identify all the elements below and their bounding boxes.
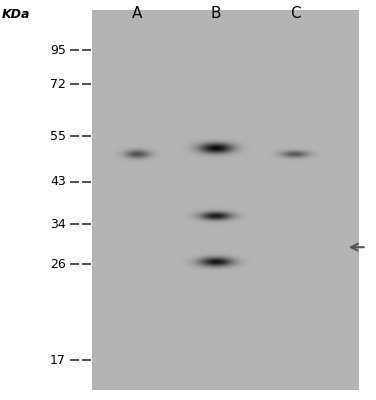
Text: 17: 17 xyxy=(50,354,66,366)
Text: 26: 26 xyxy=(50,258,66,270)
Text: 55: 55 xyxy=(50,130,66,142)
Text: C: C xyxy=(290,6,300,22)
Text: A: A xyxy=(132,6,143,22)
Text: 43: 43 xyxy=(50,176,66,188)
Text: 34: 34 xyxy=(50,218,66,230)
Text: 72: 72 xyxy=(50,78,66,90)
FancyBboxPatch shape xyxy=(92,10,359,390)
Text: KDa: KDa xyxy=(2,8,30,20)
Text: 95: 95 xyxy=(50,44,66,56)
Text: B: B xyxy=(211,6,221,22)
